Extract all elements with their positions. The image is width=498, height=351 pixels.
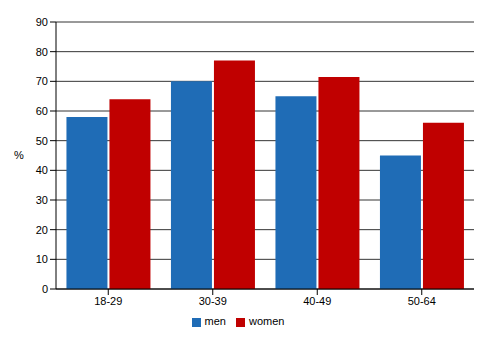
svg-text:90: 90 [36,16,48,28]
svg-text:30: 30 [36,194,48,206]
svg-text:30-39: 30-39 [199,295,227,307]
svg-text:%: % [14,149,24,161]
svg-text:18-29: 18-29 [94,295,122,307]
svg-text:40: 40 [36,164,48,176]
svg-text:40-49: 40-49 [303,295,331,307]
svg-text:80: 80 [36,46,48,58]
svg-text:10: 10 [36,253,48,265]
svg-text:50-64: 50-64 [408,295,436,307]
html-text:men: men [204,315,226,327]
html-text:women: women [249,315,285,327]
svg-text:70: 70 [36,75,48,87]
svg-text:50: 50 [36,135,48,147]
svg-text:20: 20 [36,224,48,236]
svg-text:60: 60 [36,105,48,117]
svg-text:0: 0 [42,283,48,295]
